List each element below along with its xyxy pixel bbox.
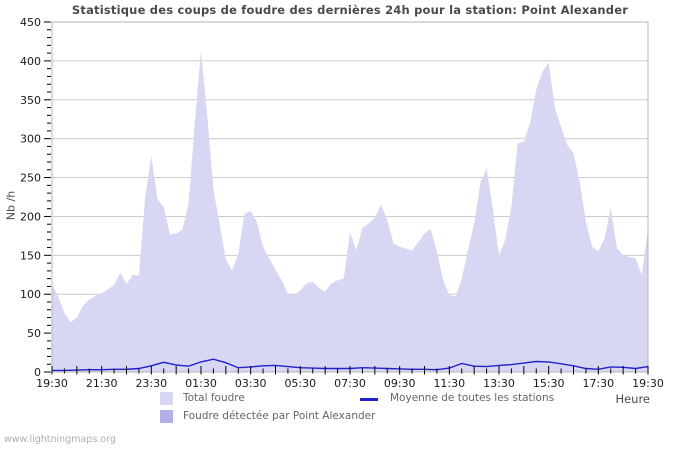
watermark: www.lightningmaps.org xyxy=(4,434,116,445)
y-ticks xyxy=(44,21,51,373)
chart-title: Statistique des coups de foudre des dern… xyxy=(71,3,629,17)
svg-text:05:30: 05:30 xyxy=(284,377,316,390)
svg-text:21:30: 21:30 xyxy=(86,377,118,390)
svg-text:50: 50 xyxy=(27,327,41,340)
svg-text:15:30: 15:30 xyxy=(533,377,565,390)
x-ticks xyxy=(51,366,649,375)
svg-text:100: 100 xyxy=(20,288,41,301)
svg-text:09:30: 09:30 xyxy=(384,377,416,390)
svg-text:300: 300 xyxy=(20,133,41,146)
total-foudre-area xyxy=(52,50,648,372)
y-axis-label: Nb /h xyxy=(4,190,18,221)
svg-text:400: 400 xyxy=(20,55,41,68)
legend-label-mean: Moyenne de toutes les stations xyxy=(390,392,555,404)
legend-swatch-total xyxy=(160,392,173,405)
legend-label-total: Total foudre xyxy=(183,392,245,404)
svg-text:11:30: 11:30 xyxy=(433,377,465,390)
svg-text:19:30: 19:30 xyxy=(36,377,68,390)
svg-text:350: 350 xyxy=(20,94,41,107)
svg-text:23:30: 23:30 xyxy=(135,377,167,390)
svg-text:17:30: 17:30 xyxy=(582,377,614,390)
svg-text:150: 150 xyxy=(20,249,41,262)
svg-text:01:30: 01:30 xyxy=(185,377,217,390)
svg-text:07:30: 07:30 xyxy=(334,377,366,390)
legend-swatch-detected xyxy=(160,410,173,423)
x-axis-label: Heure xyxy=(615,392,650,406)
svg-text:13:30: 13:30 xyxy=(483,377,515,390)
svg-text:250: 250 xyxy=(20,172,41,185)
svg-text:0: 0 xyxy=(34,366,41,379)
svg-text:200: 200 xyxy=(20,210,41,223)
svg-text:03:30: 03:30 xyxy=(235,377,267,390)
y-tick-labels: 0 50 100 150 200 250 300 350 400 450 xyxy=(20,16,41,379)
legend-swatch-mean-line xyxy=(360,398,378,401)
legend-label-detected: Foudre détectée par Point Alexander xyxy=(183,410,376,422)
svg-text:19:30: 19:30 xyxy=(632,377,664,390)
x-tick-labels: 19:30 21:30 23:30 01:30 03:30 05:30 07:30 09:30… xyxy=(36,377,664,390)
legend: Total foudre Moyenne de toutes les stati… xyxy=(0,390,700,426)
svg-text:450: 450 xyxy=(20,16,41,29)
